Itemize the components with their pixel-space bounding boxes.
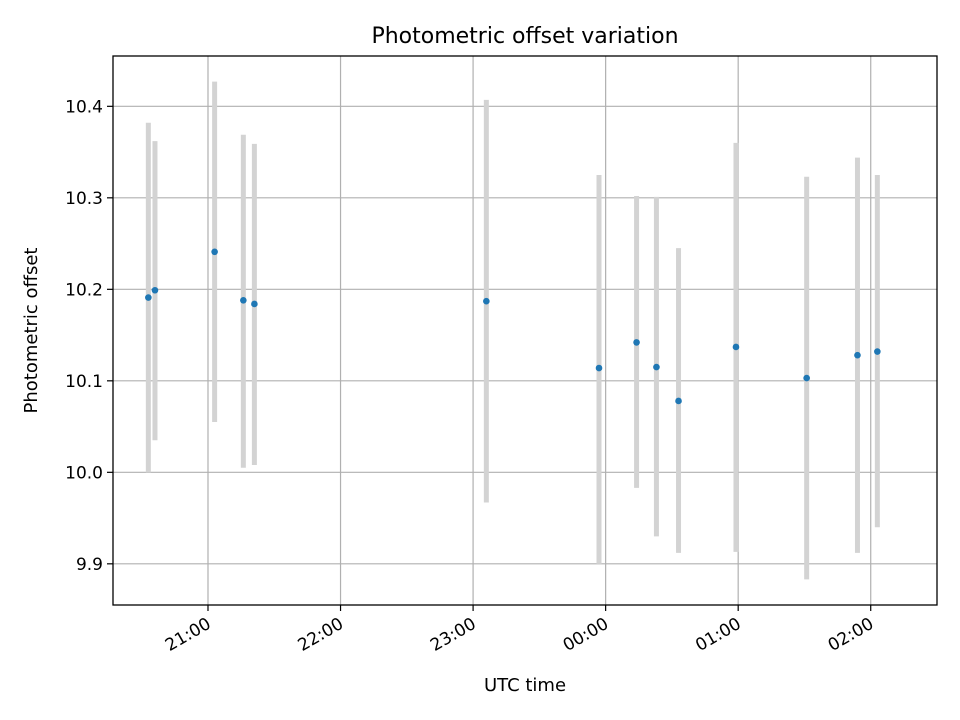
- y-tick-label: 10.4: [65, 97, 103, 117]
- data-point: [483, 297, 490, 305]
- data-point: [240, 297, 247, 304]
- axis-ticks: 9.9 10.0 10.1 10.2 10.3 10.4 21:00 22:00 23:00 00…: [65, 97, 877, 656]
- data-point: [211, 248, 218, 256]
- data-point: [145, 294, 152, 301]
- error-bars: [145, 81, 880, 580]
- x-axis-label: UTC time: [484, 675, 566, 696]
- y-tick-label: 10.1: [65, 372, 103, 392]
- y-tick-label: 10.0: [65, 463, 103, 483]
- x-tick-label: 23:00: [427, 614, 479, 656]
- x-tick-label: 22:00: [295, 614, 347, 656]
- data-point: [803, 374, 810, 382]
- x-tick-label: 21:00: [162, 614, 214, 656]
- data-point: [675, 397, 682, 405]
- x-tick-label: 02:00: [825, 614, 877, 656]
- chart-title: Photometric offset variation: [371, 24, 678, 49]
- grid: [113, 56, 937, 605]
- y-tick-label: 10.3: [65, 189, 103, 209]
- data-point: [732, 343, 740, 351]
- x-tick-label: 00:00: [560, 614, 612, 656]
- data-point: [251, 300, 258, 308]
- data-point: [854, 351, 861, 359]
- data-point: [633, 339, 640, 346]
- y-tick-label: 9.9: [76, 555, 103, 575]
- y-axis-label: Photometric offset: [21, 248, 42, 414]
- data-point: [151, 286, 159, 294]
- y-tick-label: 10.2: [65, 280, 103, 300]
- plot-frame: [112, 55, 938, 606]
- data-point: [653, 363, 660, 371]
- data-points: [145, 248, 881, 405]
- data-point: [595, 364, 603, 372]
- x-tick-label: 01:00: [692, 614, 744, 656]
- data-point: [874, 348, 881, 355]
